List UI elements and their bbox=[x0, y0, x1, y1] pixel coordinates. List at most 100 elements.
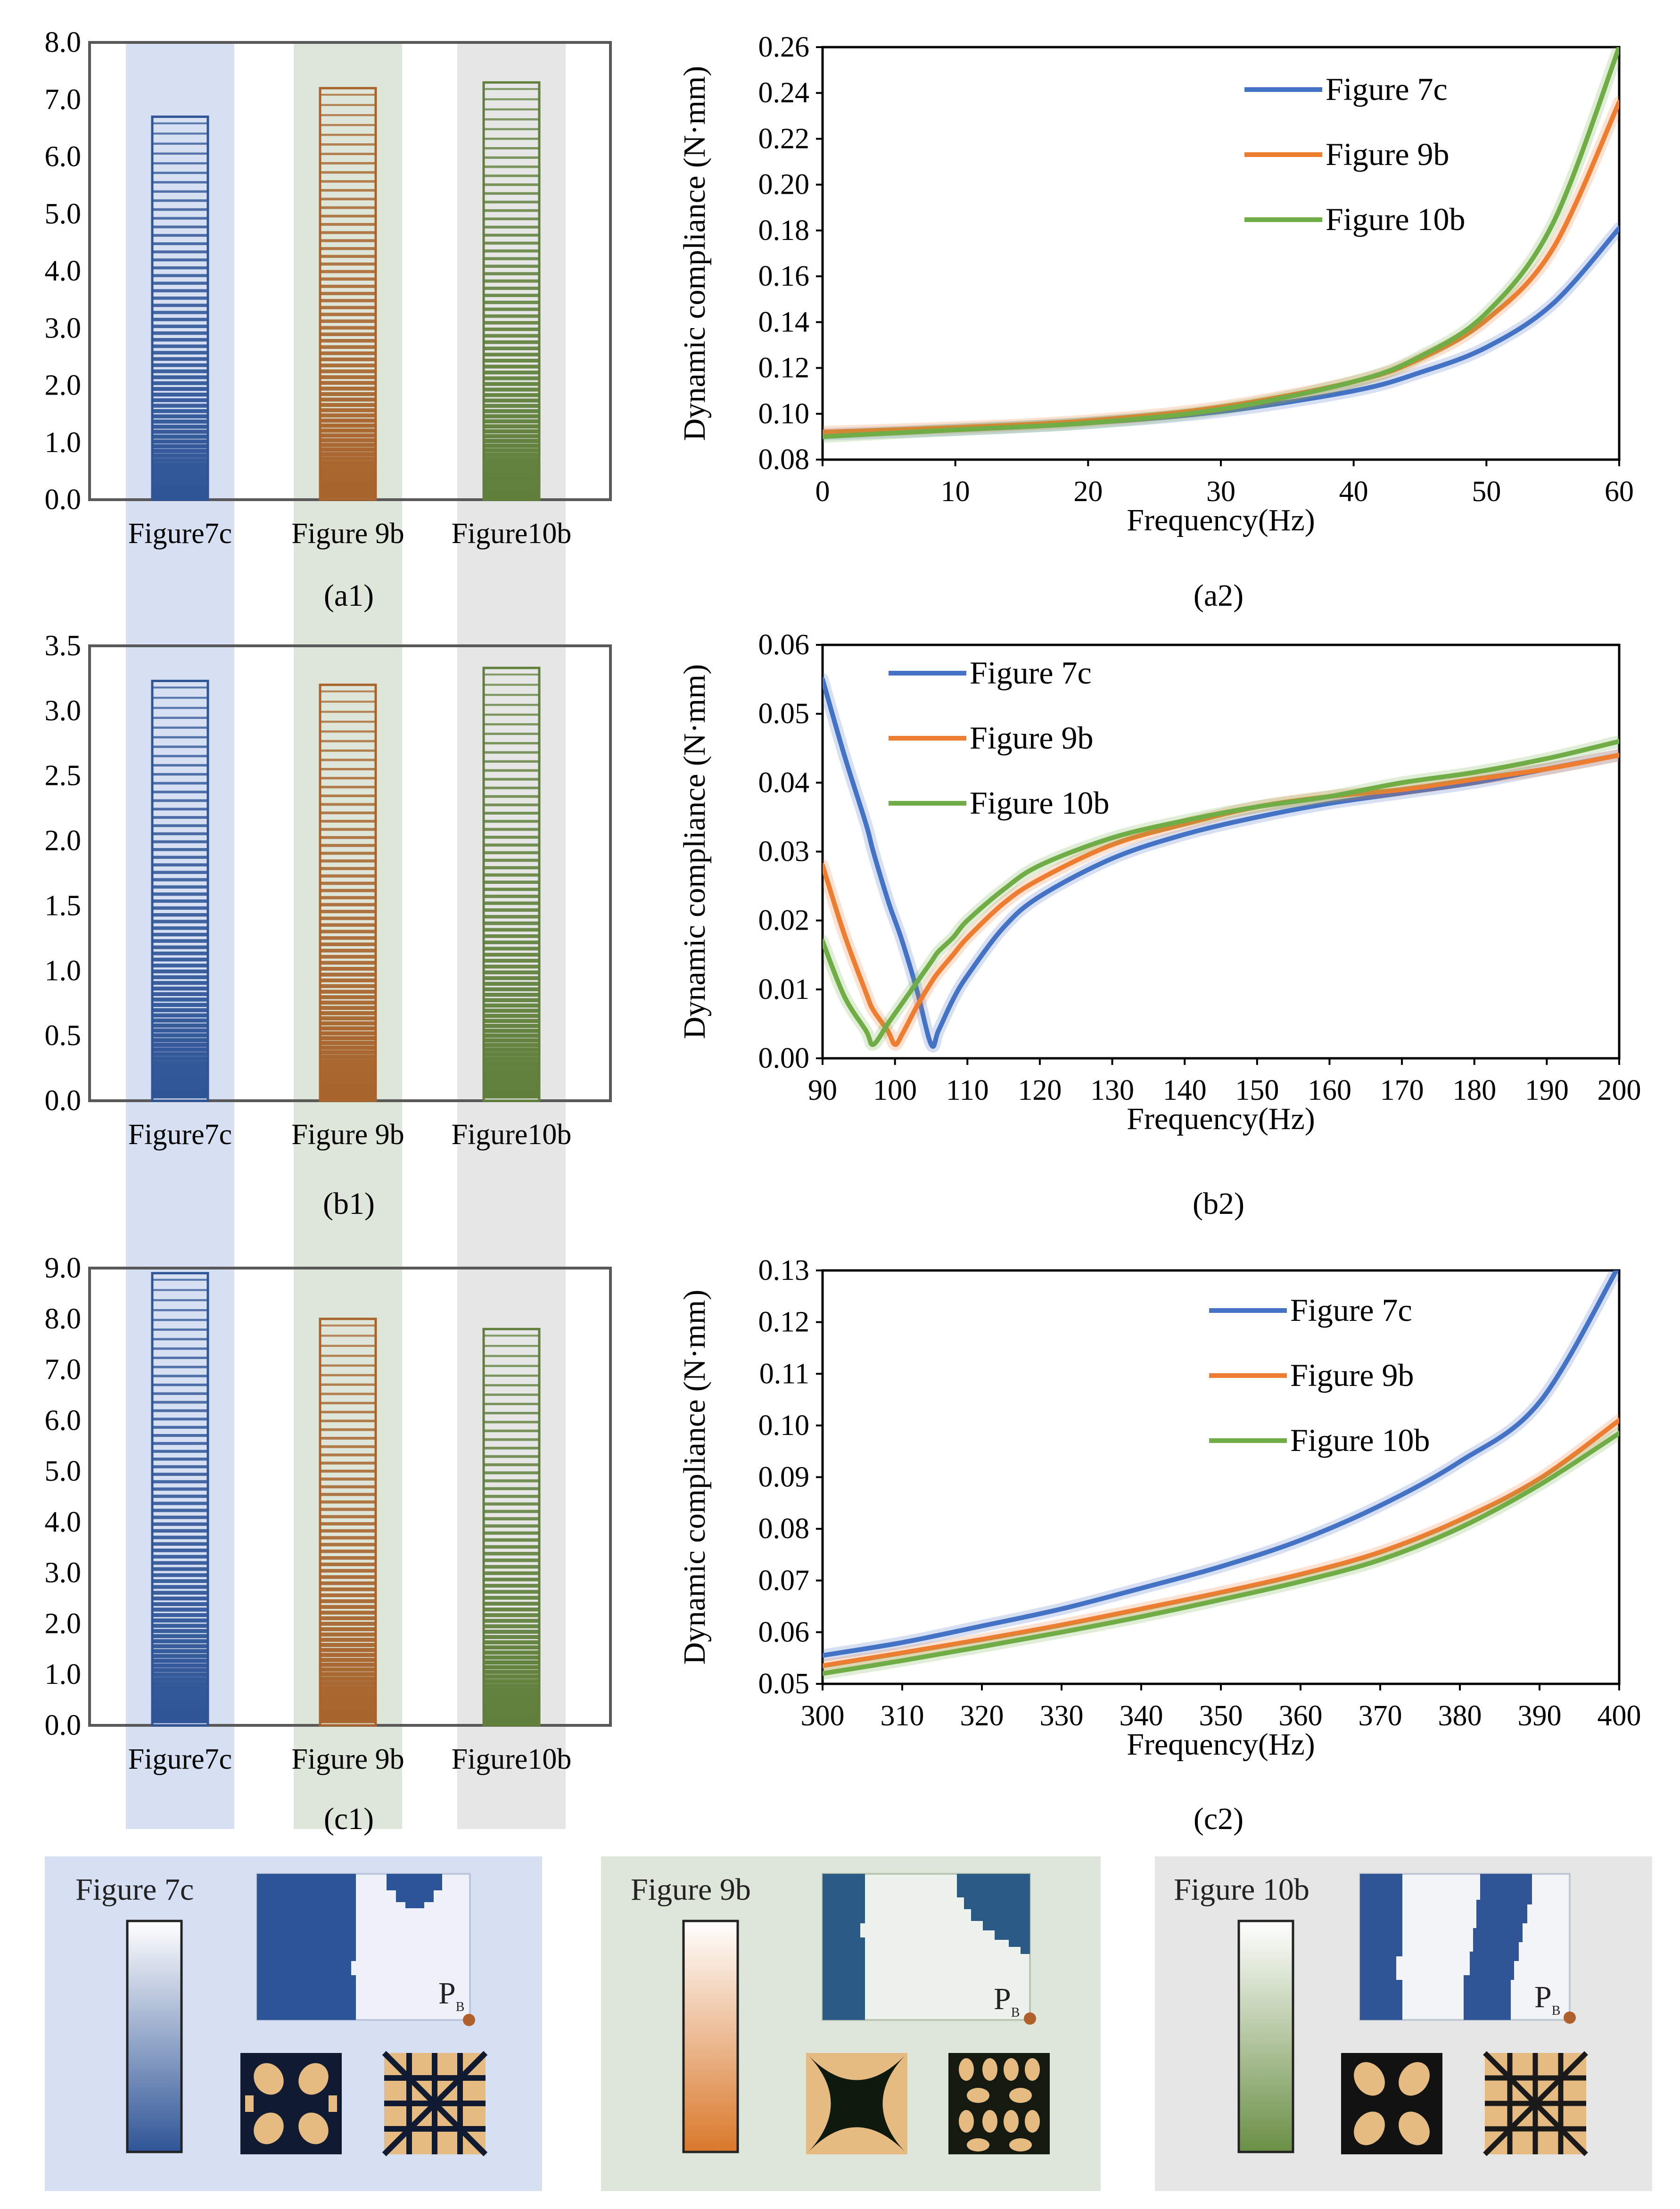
bar bbox=[482, 667, 541, 1102]
series-1 bbox=[823, 1270, 1619, 1662]
point-label: PB bbox=[438, 1976, 464, 2014]
y-tick-label: 0.09 bbox=[758, 1461, 810, 1493]
legend-label: Figure 10b bbox=[1290, 1422, 1430, 1458]
series-3 bbox=[823, 1427, 1619, 1680]
x-tick-label: 380 bbox=[1438, 1700, 1482, 1732]
bar-body bbox=[151, 679, 209, 1102]
bar bbox=[482, 81, 541, 501]
x-category-label: Figure 9b bbox=[291, 1119, 404, 1151]
series-line bbox=[823, 1270, 1619, 1658]
panel-label: Figure 10b bbox=[1174, 1872, 1309, 1907]
caption-c2: (c2) bbox=[1194, 1802, 1244, 1836]
x-tick-label: 200 bbox=[1598, 1074, 1641, 1106]
caption-a2: (a2) bbox=[1194, 578, 1244, 613]
series-line bbox=[823, 752, 1619, 1047]
y-tick-label: 0.18 bbox=[758, 214, 810, 247]
line-chart-a2: 0.08 0.10 0.12 0.14 0.16 0.18 0.20 0.22 0.24 0.26… bbox=[677, 31, 1634, 537]
legend-label: Figure 7c bbox=[970, 655, 1092, 691]
series-line bbox=[823, 47, 1619, 439]
series-3 bbox=[823, 47, 1619, 443]
x-tick-label: 30 bbox=[1206, 476, 1235, 508]
y-tick-label: 2.0 bbox=[45, 825, 82, 857]
design-domain-image: PB bbox=[822, 1873, 1036, 2025]
y-tick-label: 0.10 bbox=[758, 398, 810, 430]
bar bbox=[319, 87, 377, 501]
caption-c1: (c1) bbox=[324, 1802, 374, 1836]
plot-frame bbox=[821, 1269, 1621, 1685]
bar-body bbox=[482, 667, 541, 1102]
x-category-label: Figure 9b bbox=[291, 518, 404, 550]
load-point-marker bbox=[1564, 2011, 1576, 2024]
bar bbox=[319, 1318, 377, 1727]
y-tick-label: 8.0 bbox=[45, 1303, 82, 1335]
y-tick-label: 5.0 bbox=[45, 1455, 82, 1487]
series-3 bbox=[823, 735, 1619, 1051]
series-line bbox=[823, 1431, 1619, 1676]
y-tick-label: 0.5 bbox=[45, 1020, 82, 1052]
series-line bbox=[823, 739, 1619, 1047]
y-tick-label: 0.26 bbox=[758, 31, 810, 63]
y-tick-label: 0.0 bbox=[45, 1085, 82, 1117]
bar-chart-c1: 0.0 1.0 2.0 3.0 4.0 5.0 6.0 7.0 8.0 9.0 Figure7c Fi… bbox=[45, 1252, 572, 1775]
y-tick-label: 7.0 bbox=[45, 83, 82, 115]
y-tick-label: 0.16 bbox=[758, 260, 810, 292]
point-label: PB bbox=[1534, 1980, 1560, 2018]
bar-chart-b1: 0.0 0.5 1.0 1.5 2.0 2.5 3.0 3.5 Figure7c Figure 9… bbox=[45, 630, 572, 1151]
bar bbox=[319, 684, 377, 1102]
lattice-image bbox=[1483, 2051, 1588, 2156]
lattice-image bbox=[382, 2051, 488, 2157]
y-tick-label: 0.03 bbox=[758, 836, 810, 868]
x-tick-label: 180 bbox=[1452, 1074, 1496, 1106]
y-tick-label: 0.22 bbox=[758, 123, 810, 155]
y-tick-label: 0.07 bbox=[758, 1565, 810, 1597]
x-tick-label: 160 bbox=[1308, 1074, 1351, 1106]
x-category-label: Figure7c bbox=[128, 1119, 232, 1151]
unit-cell-image bbox=[806, 2053, 907, 2154]
x-tick-label: 60 bbox=[1605, 476, 1634, 508]
bar-body bbox=[319, 1318, 377, 1727]
y-tick-label: 2.5 bbox=[45, 760, 82, 792]
series-2 bbox=[823, 96, 1619, 438]
y-tick-label: 0.05 bbox=[758, 1668, 810, 1700]
x-category-label: Figure10b bbox=[452, 518, 572, 550]
y-tick-label: 3.0 bbox=[45, 312, 82, 344]
x-tick-label: 400 bbox=[1598, 1700, 1641, 1732]
panel-figure-9b: Figure 9b PB bbox=[601, 1856, 1101, 2191]
y-tick-label: 3.0 bbox=[45, 695, 82, 727]
x-axis-label: Frequency(Hz) bbox=[1127, 1727, 1315, 1762]
panel-figure-7c: Figure 7c PB bbox=[45, 1856, 542, 2191]
caption-b1: (b1) bbox=[323, 1187, 375, 1221]
series-band bbox=[823, 749, 1619, 1051]
legend-label: Figure 9b bbox=[1326, 136, 1449, 172]
y-tick-label: 0.06 bbox=[758, 1616, 810, 1648]
x-tick-label: 360 bbox=[1279, 1700, 1323, 1732]
legend-label: Figure 10b bbox=[1326, 201, 1466, 237]
line-chart-b2: 0.00 0.01 0.02 0.03 0.04 0.05 0.06 90 100 110 120 1… bbox=[677, 629, 1641, 1136]
x-category-label: Figure7c bbox=[128, 518, 232, 550]
y-tick-label: 0.02 bbox=[758, 905, 810, 937]
x-tick-label: 120 bbox=[1018, 1074, 1062, 1106]
x-tick-label: 20 bbox=[1073, 476, 1103, 508]
legend-label: Figure 9b bbox=[1290, 1357, 1414, 1393]
x-tick-label: 50 bbox=[1472, 476, 1501, 508]
line-chart-c2: 0.05 0.06 0.07 0.08 0.09 0.10 0.11 0.12 0.13 300 3… bbox=[677, 1254, 1641, 1762]
y-tick-label: 5.0 bbox=[45, 198, 82, 230]
panel-label: Figure 9b bbox=[631, 1872, 751, 1907]
x-tick-label: 100 bbox=[873, 1074, 917, 1106]
bar bbox=[151, 1272, 209, 1727]
y-tick-label: 0.00 bbox=[758, 1042, 810, 1074]
load-point-marker bbox=[463, 2014, 475, 2026]
y-tick-label: 0.08 bbox=[758, 1513, 810, 1545]
x-tick-label: 300 bbox=[801, 1700, 845, 1732]
y-tick-label: 0.14 bbox=[758, 306, 810, 338]
series-line bbox=[823, 99, 1619, 435]
y-tick-label: 1.0 bbox=[45, 427, 82, 459]
y-tick-label: 0.12 bbox=[758, 1306, 810, 1338]
x-category-label: Figure10b bbox=[452, 1743, 572, 1775]
y-tick-label: 4.0 bbox=[45, 1506, 82, 1538]
y-tick-label: 0.20 bbox=[758, 169, 810, 201]
x-tick-label: 320 bbox=[960, 1700, 1004, 1732]
x-tick-label: 110 bbox=[946, 1074, 989, 1106]
y-tick-label: 3.0 bbox=[45, 1557, 82, 1589]
